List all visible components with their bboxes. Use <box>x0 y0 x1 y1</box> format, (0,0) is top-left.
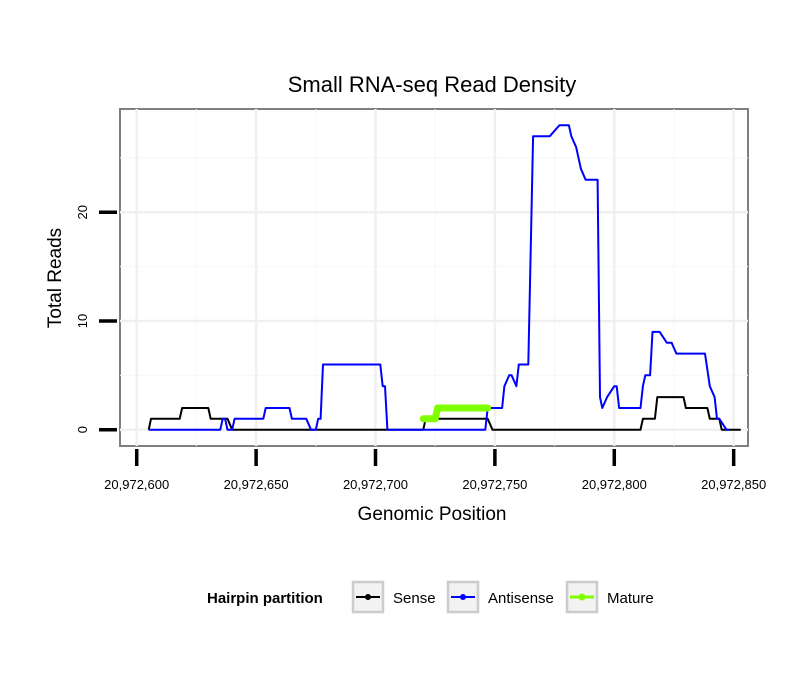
legend: Hairpin partition Sense Antisense Mature <box>207 580 654 614</box>
y-tick-label: 10 <box>75 314 90 328</box>
y-tick-label: 20 <box>75 205 90 219</box>
legend-item-antisense: Antisense <box>446 580 554 614</box>
x-tick-label: 20,972,650 <box>224 477 289 492</box>
series-line-sense <box>147 396 741 431</box>
grid <box>120 109 748 446</box>
series-layer <box>147 124 741 431</box>
x-axis-title: Genomic Position <box>358 504 507 525</box>
y-tick-label: 0 <box>75 426 90 433</box>
legend-dot-mature <box>578 593 586 601</box>
legend-dot-antisense <box>460 594 466 600</box>
x-tick-label: 20,972,700 <box>343 477 408 492</box>
legend-title: Hairpin partition <box>207 590 323 607</box>
x-tick-label: 20,972,600 <box>104 477 169 492</box>
legend-dot-sense <box>365 594 371 600</box>
plot-panel <box>119 108 749 447</box>
legend-label-sense: Sense <box>393 590 436 607</box>
series-line-mature <box>419 404 492 423</box>
legend-item-sense: Sense <box>351 580 436 614</box>
series-line-antisense <box>148 124 729 431</box>
chart-title: Small RNA-seq Read Density <box>288 72 577 97</box>
legend-label-antisense: Antisense <box>488 590 554 607</box>
y-axis: 0 10 20 <box>75 205 117 433</box>
x-tick-label: 20,972,750 <box>462 477 527 492</box>
legend-item-mature: Mature <box>565 580 654 614</box>
x-axis: 20,972,600 20,972,650 20,972,700 20,972,750… <box>104 449 766 492</box>
legend-label-mature: Mature <box>607 590 654 607</box>
x-tick-label: 20,972,850 <box>701 477 766 492</box>
y-axis-title: Total Reads <box>45 228 66 328</box>
x-tick-label: 20,972,800 <box>582 477 647 492</box>
